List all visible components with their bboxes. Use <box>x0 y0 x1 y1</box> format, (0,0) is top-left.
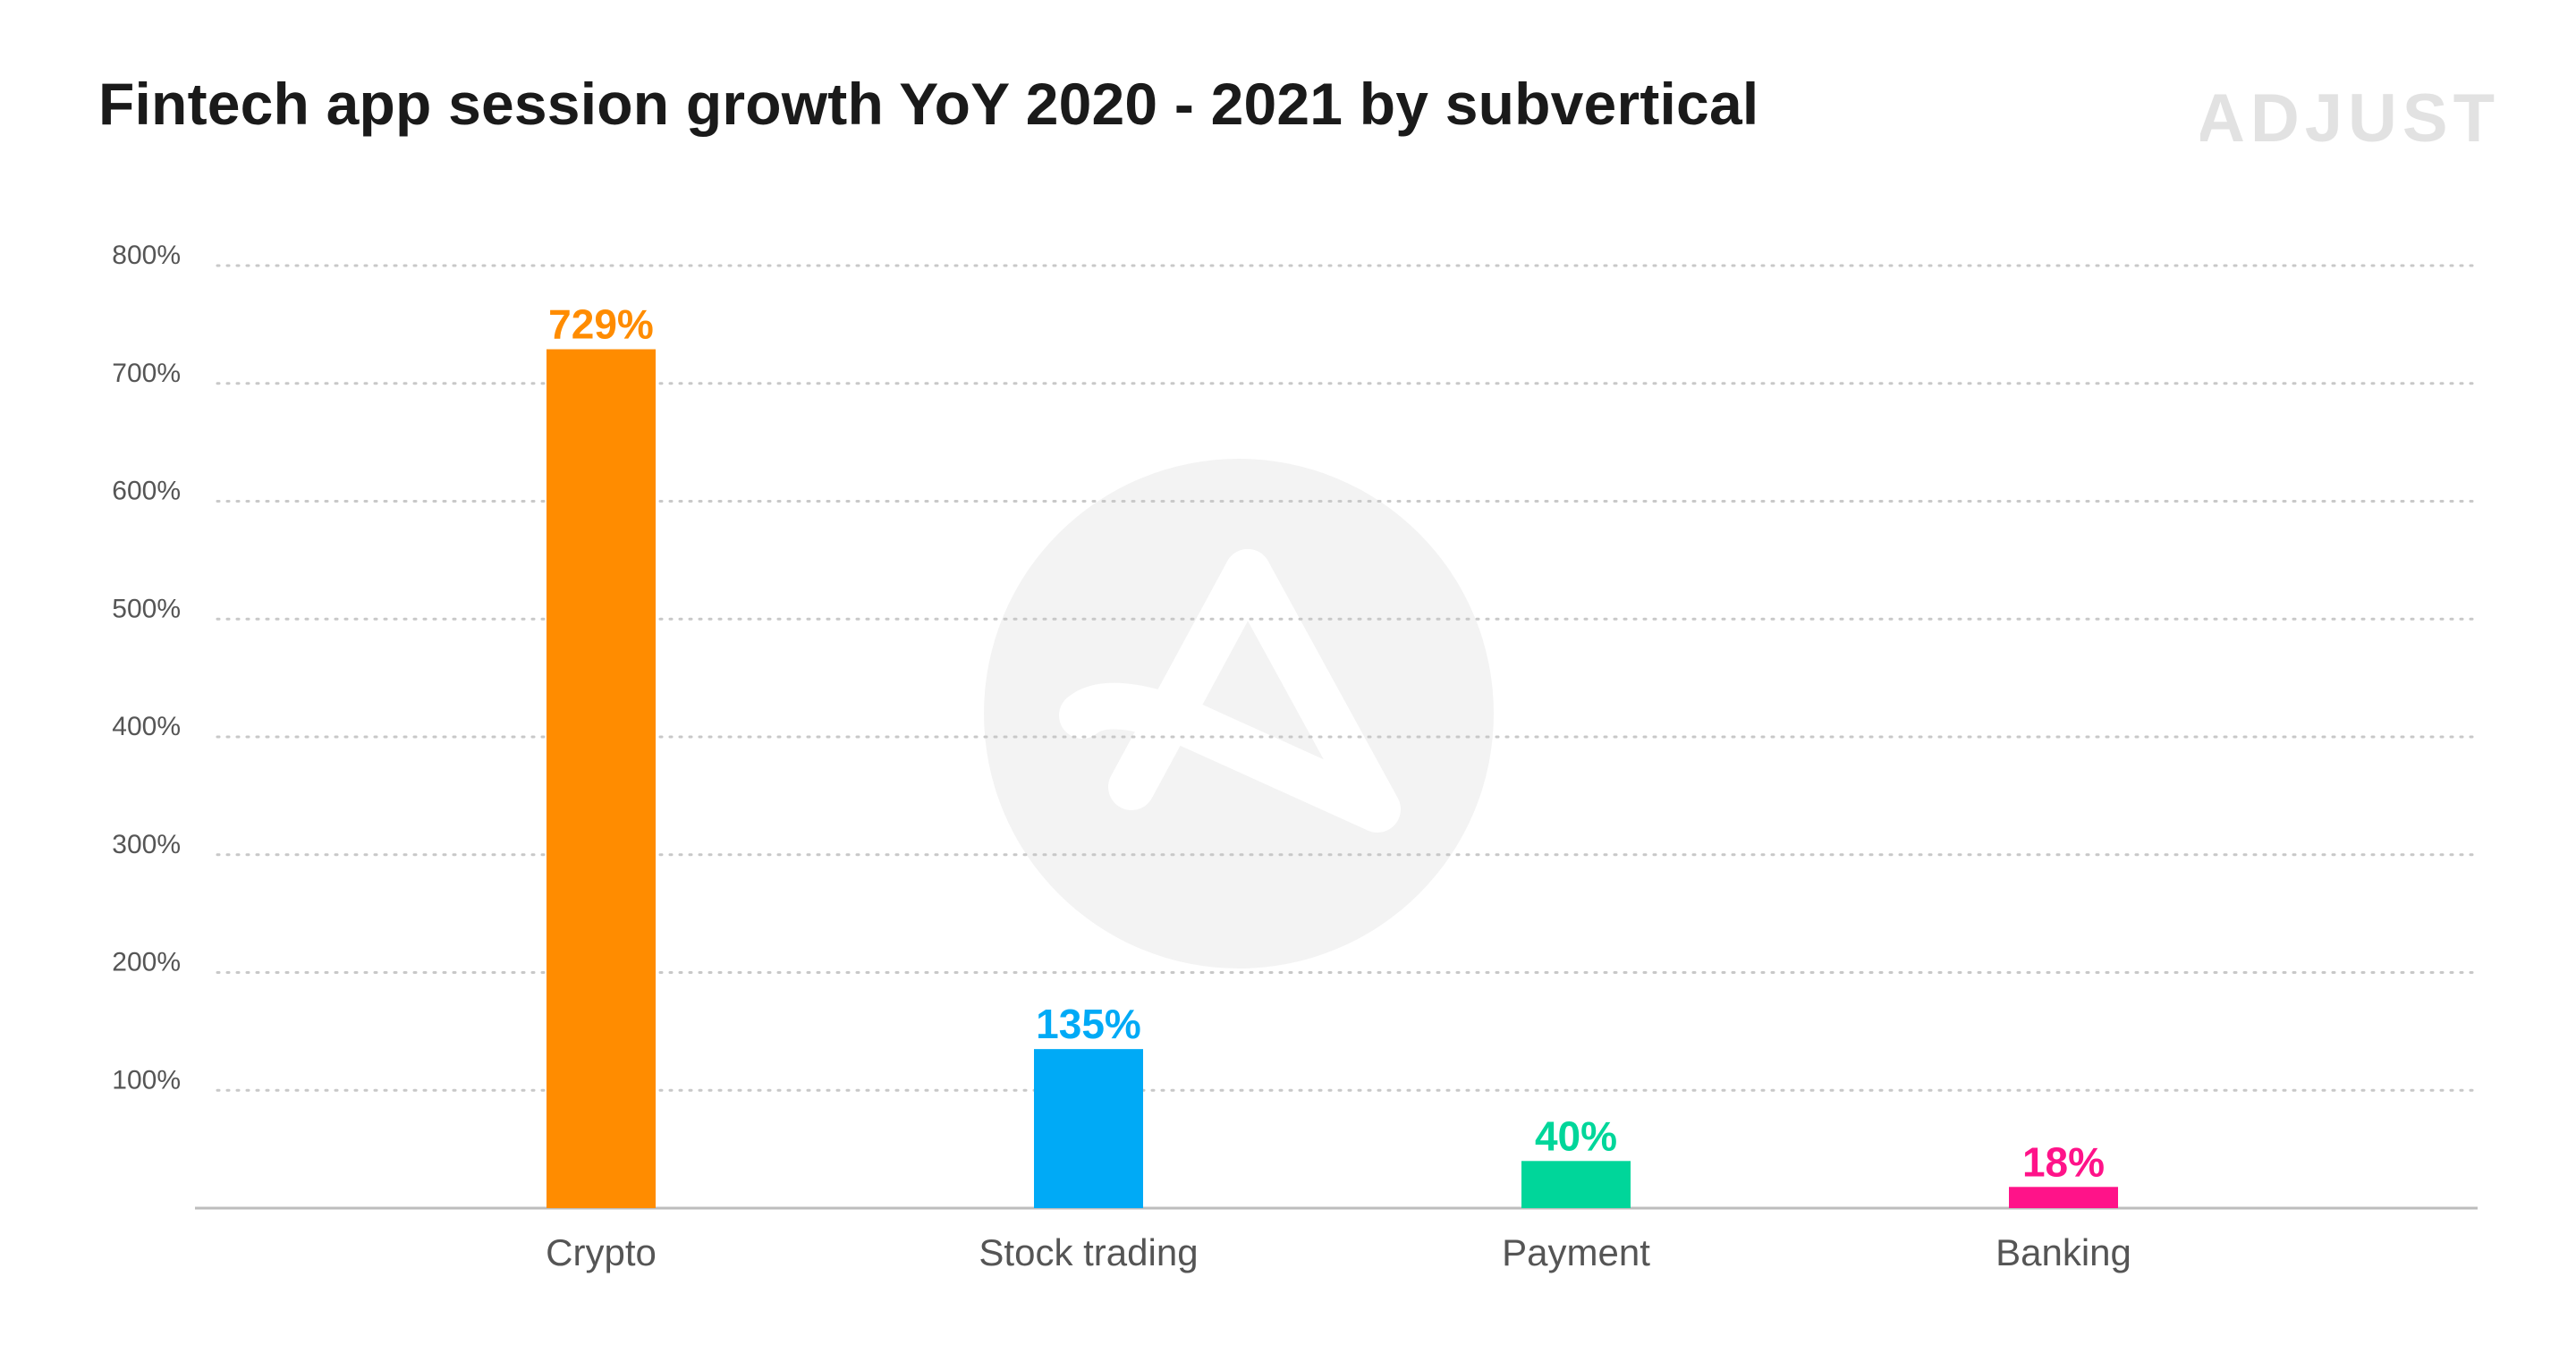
bar-value-labels: 729% 135% 40% 18% <box>548 301 2105 1186</box>
logo-text: ADJUST <box>2200 80 2496 156</box>
adjust-logo: ADJUST <box>2200 80 2496 156</box>
bar-value-label: 40% <box>1535 1112 1617 1159</box>
bar-stock-trading <box>1034 1049 1143 1208</box>
y-tick-label: 300% <box>112 830 181 859</box>
y-tick-label: 100% <box>112 1065 181 1095</box>
x-tick-label: Stock trading <box>979 1231 1198 1273</box>
watermark-circle <box>984 459 1494 968</box>
y-axis-ticks: 100% 200% 300% 400% 500% 600% 700% 800% <box>112 241 181 1095</box>
x-tick-label: Payment <box>1502 1231 1650 1273</box>
x-tick-label: Crypto <box>546 1231 657 1273</box>
bar-crypto <box>547 349 656 1209</box>
bar-value-label: 135% <box>1036 1001 1141 1047</box>
watermark <box>984 459 1494 968</box>
y-tick-label: 200% <box>112 948 181 977</box>
bar-value-label: 729% <box>548 301 654 348</box>
adjust-logo-icon <box>1059 549 1401 833</box>
y-tick-label: 500% <box>112 594 181 623</box>
y-tick-label: 400% <box>112 712 181 741</box>
y-tick-label: 700% <box>112 359 181 388</box>
x-tick-label: Banking <box>1996 1231 2131 1273</box>
y-tick-label: 600% <box>112 477 181 506</box>
chart-title: Fintech app session growth YoY 2020 - 20… <box>98 71 1759 137</box>
x-axis-ticks: Crypto Stock trading Payment Banking <box>546 1231 2131 1273</box>
bar-value-label: 18% <box>2022 1138 2105 1185</box>
y-tick-label: 800% <box>112 241 181 270</box>
bars <box>547 349 2118 1209</box>
bar-payment <box>1521 1161 1631 1208</box>
bar-banking <box>2009 1187 2118 1208</box>
